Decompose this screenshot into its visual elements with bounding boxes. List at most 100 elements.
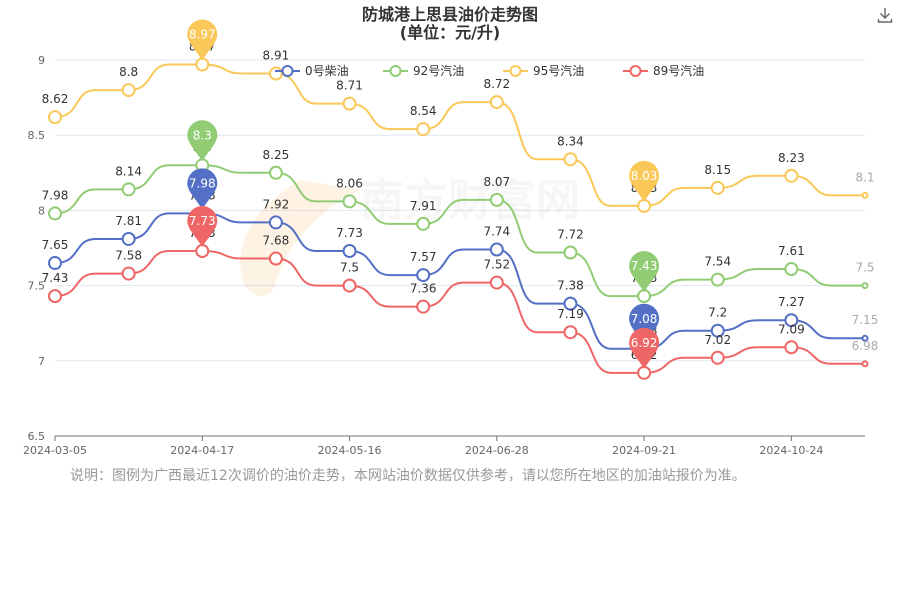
data-point[interactable] [784, 262, 799, 277]
legend-swatch-marker [281, 65, 294, 77]
data-point[interactable] [710, 180, 725, 195]
x-tick-label: 2024-03-05 [23, 444, 87, 457]
series-layer [48, 57, 869, 380]
data-label: 7.52 [483, 258, 510, 272]
data-point[interactable] [710, 272, 725, 287]
pin-label: 7.73 [189, 214, 216, 228]
data-label: 8.72 [483, 77, 510, 91]
data-point[interactable] [48, 256, 62, 271]
y-tick-label: 6.5 [28, 430, 46, 443]
data-point[interactable] [861, 191, 869, 199]
pin-label: 7.08 [631, 312, 658, 326]
pin-marker: 7.73 [187, 206, 218, 248]
data-point[interactable] [784, 168, 799, 183]
legend[interactable]: 0号柴油 92号汽油 95号汽油 89号汽油 [275, 63, 704, 78]
data-label: 7.02 [704, 333, 731, 347]
data-label: 7.68 [263, 234, 290, 248]
data-label: 7.09 [778, 322, 805, 336]
pin-shape [629, 327, 660, 369]
data-label: 6.98 [852, 339, 879, 353]
data-point[interactable] [784, 313, 799, 328]
data-label: 7.58 [115, 249, 142, 263]
data-point[interactable] [416, 268, 431, 283]
x-tick-label: 2024-09-21 [612, 444, 676, 457]
data-label: 7.98 [42, 188, 69, 202]
x-tick-label: 2024-10-24 [759, 444, 823, 457]
data-point[interactable] [861, 334, 869, 342]
data-point[interactable] [563, 325, 578, 340]
pin-label: 8.3 [193, 128, 212, 142]
legend-label: 0号柴油 [305, 64, 349, 78]
data-label: 8.1 [855, 170, 874, 184]
data-label: 7.54 [704, 255, 731, 269]
pin-shape [187, 120, 218, 162]
legend-item[interactable]: 0号柴油 [275, 64, 349, 78]
pin-label: 7.43 [631, 259, 658, 273]
data-point[interactable] [342, 244, 357, 259]
legend-item[interactable]: 92号汽油 [383, 63, 464, 78]
y-tick-label: 9 [38, 54, 45, 67]
chart-title: 防城港上思县油价走势图 [362, 5, 538, 24]
data-label: 7.81 [115, 214, 142, 228]
data-label: 7.19 [557, 307, 584, 321]
legend-label: 95号汽油 [533, 63, 584, 78]
data-label: 7.5 [855, 261, 874, 275]
data-point[interactable] [563, 296, 578, 311]
pin-shape [629, 251, 660, 293]
data-point[interactable] [489, 275, 504, 290]
data-point[interactable] [342, 194, 357, 209]
data-label: 8.15 [704, 163, 731, 177]
data-point[interactable] [268, 66, 283, 81]
pin-label: 8.97 [189, 28, 216, 42]
chart-subtitle: (单位：元/升) [400, 23, 500, 42]
data-point[interactable] [268, 165, 283, 180]
pin-marker: 7.98 [187, 168, 218, 210]
data-point[interactable] [710, 350, 725, 365]
data-label: 7.15 [852, 313, 879, 327]
data-point[interactable] [416, 122, 431, 137]
data-point[interactable] [121, 182, 136, 197]
legend-swatch-marker [629, 65, 642, 77]
pin-marker: 6.92 [629, 327, 660, 369]
download-icon[interactable] [876, 6, 894, 24]
data-point[interactable] [861, 282, 869, 290]
pin-marker: 8.3 [187, 120, 218, 162]
data-point[interactable] [48, 110, 62, 125]
x-tick-label: 2024-04-17 [170, 444, 234, 457]
data-point[interactable] [48, 289, 62, 304]
data-label: 7.73 [336, 226, 363, 240]
legend-item[interactable]: 89号汽油 [623, 63, 704, 78]
data-point[interactable] [416, 299, 431, 314]
data-point[interactable] [342, 96, 357, 111]
data-label: 8.25 [263, 148, 290, 162]
data-point[interactable] [489, 95, 504, 110]
data-point[interactable] [861, 360, 869, 368]
data-point[interactable] [121, 231, 136, 246]
data-point[interactable] [342, 278, 357, 293]
data-point[interactable] [416, 216, 431, 231]
data-point[interactable] [121, 266, 136, 281]
data-point[interactable] [48, 206, 62, 221]
data-point[interactable] [268, 251, 283, 266]
pin-label: 6.92 [631, 336, 658, 350]
pin-label: 8.03 [631, 169, 658, 183]
series-line [54, 250, 865, 374]
legend-item[interactable]: 95号汽油 [503, 63, 584, 78]
data-label: 8.07 [483, 175, 510, 189]
pins-layer: 7.98 7.08 8.3 7.43 8.97 8.03 7.73 6.92 [187, 19, 660, 369]
data-point[interactable] [121, 83, 136, 98]
data-point[interactable] [268, 215, 283, 230]
legend-swatch-marker [509, 65, 522, 77]
data-point[interactable] [489, 192, 504, 207]
pin-shape [629, 160, 660, 202]
data-point[interactable] [489, 242, 504, 257]
data-point[interactable] [563, 245, 578, 260]
data-point[interactable] [563, 152, 578, 167]
data-point[interactable] [710, 323, 725, 338]
pin-shape [187, 206, 218, 248]
data-label: 7.5 [340, 261, 359, 275]
legend-label: 92号汽油 [413, 63, 464, 78]
data-point[interactable] [784, 340, 799, 355]
